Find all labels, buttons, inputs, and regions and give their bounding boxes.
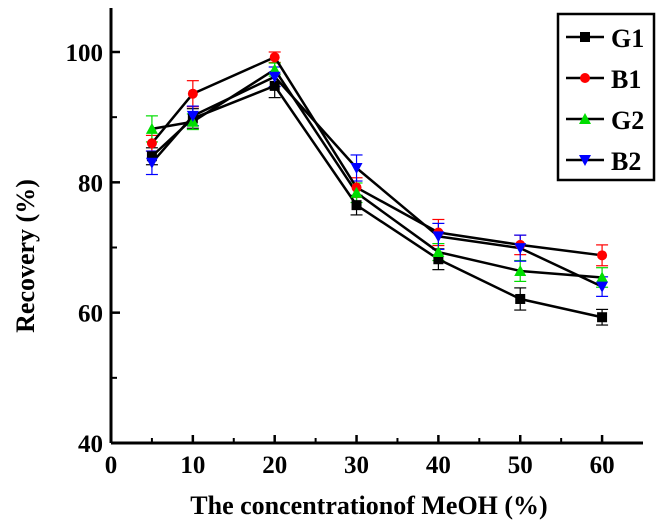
data-point-b2	[186, 110, 199, 122]
x-tick-label: 10	[180, 452, 205, 479]
axes	[109, 8, 643, 445]
data-point-g1	[146, 151, 157, 162]
y-tick-label: 60	[78, 301, 103, 328]
y-tick-label: 40	[78, 431, 103, 458]
y-tick-label: 80	[78, 170, 103, 197]
x-tick-label: 30	[344, 452, 369, 479]
x-tick-label: 60	[590, 452, 615, 479]
data-point-g2	[145, 122, 158, 134]
series-markers	[145, 52, 609, 323]
x-tick-label: 50	[508, 452, 533, 479]
error-bars	[145, 51, 609, 326]
legend-marker-g2	[579, 113, 591, 124]
data-point-b1	[597, 250, 608, 261]
data-point-g1	[351, 200, 362, 211]
data-point-b2	[596, 281, 609, 293]
x-tick-label: 0	[105, 452, 118, 479]
x-tick-label: 40	[426, 452, 451, 479]
legend-marker-g1	[580, 32, 590, 42]
data-point-g2	[350, 186, 363, 198]
data-point-b1	[269, 52, 280, 63]
data-point-g1	[269, 80, 280, 91]
y-tick-label: 100	[66, 40, 104, 67]
legend-box	[556, 12, 656, 182]
y-axis-title: Recovery (%)	[11, 179, 40, 333]
series-lines	[150, 55, 603, 319]
data-point-b2	[145, 157, 158, 169]
data-point-b2	[350, 162, 363, 174]
data-point-g1	[597, 312, 608, 323]
data-point-b1	[187, 88, 198, 99]
legend-label-b1: B1	[611, 65, 641, 94]
legend-label-g1: G1	[611, 24, 644, 53]
data-point-g2	[514, 264, 527, 276]
legend-label-g2: G2	[611, 106, 644, 135]
data-point-b2	[514, 243, 527, 255]
series-line-b1	[150, 55, 603, 257]
x-tick-label: 20	[262, 452, 287, 479]
legend: G1 B1 G2 B2	[556, 12, 656, 182]
x-axis-title: The concentrationof MeOH (%)	[190, 491, 547, 520]
data-point-g1	[433, 254, 444, 265]
tick-labels: 0 10 20 30 40 50 60 40 60 80 100	[66, 40, 615, 479]
legend-marker-b2	[579, 155, 591, 166]
series-line-g1	[151, 84, 603, 319]
data-point-b1	[146, 138, 157, 149]
legend-marker-b1	[580, 73, 590, 83]
data-point-g2	[432, 246, 445, 258]
data-point-g1	[515, 293, 526, 304]
data-point-b2	[268, 71, 281, 83]
data-point-g2	[596, 271, 609, 283]
data-point-b2	[432, 231, 445, 243]
legend-label-b2: B2	[611, 147, 641, 176]
